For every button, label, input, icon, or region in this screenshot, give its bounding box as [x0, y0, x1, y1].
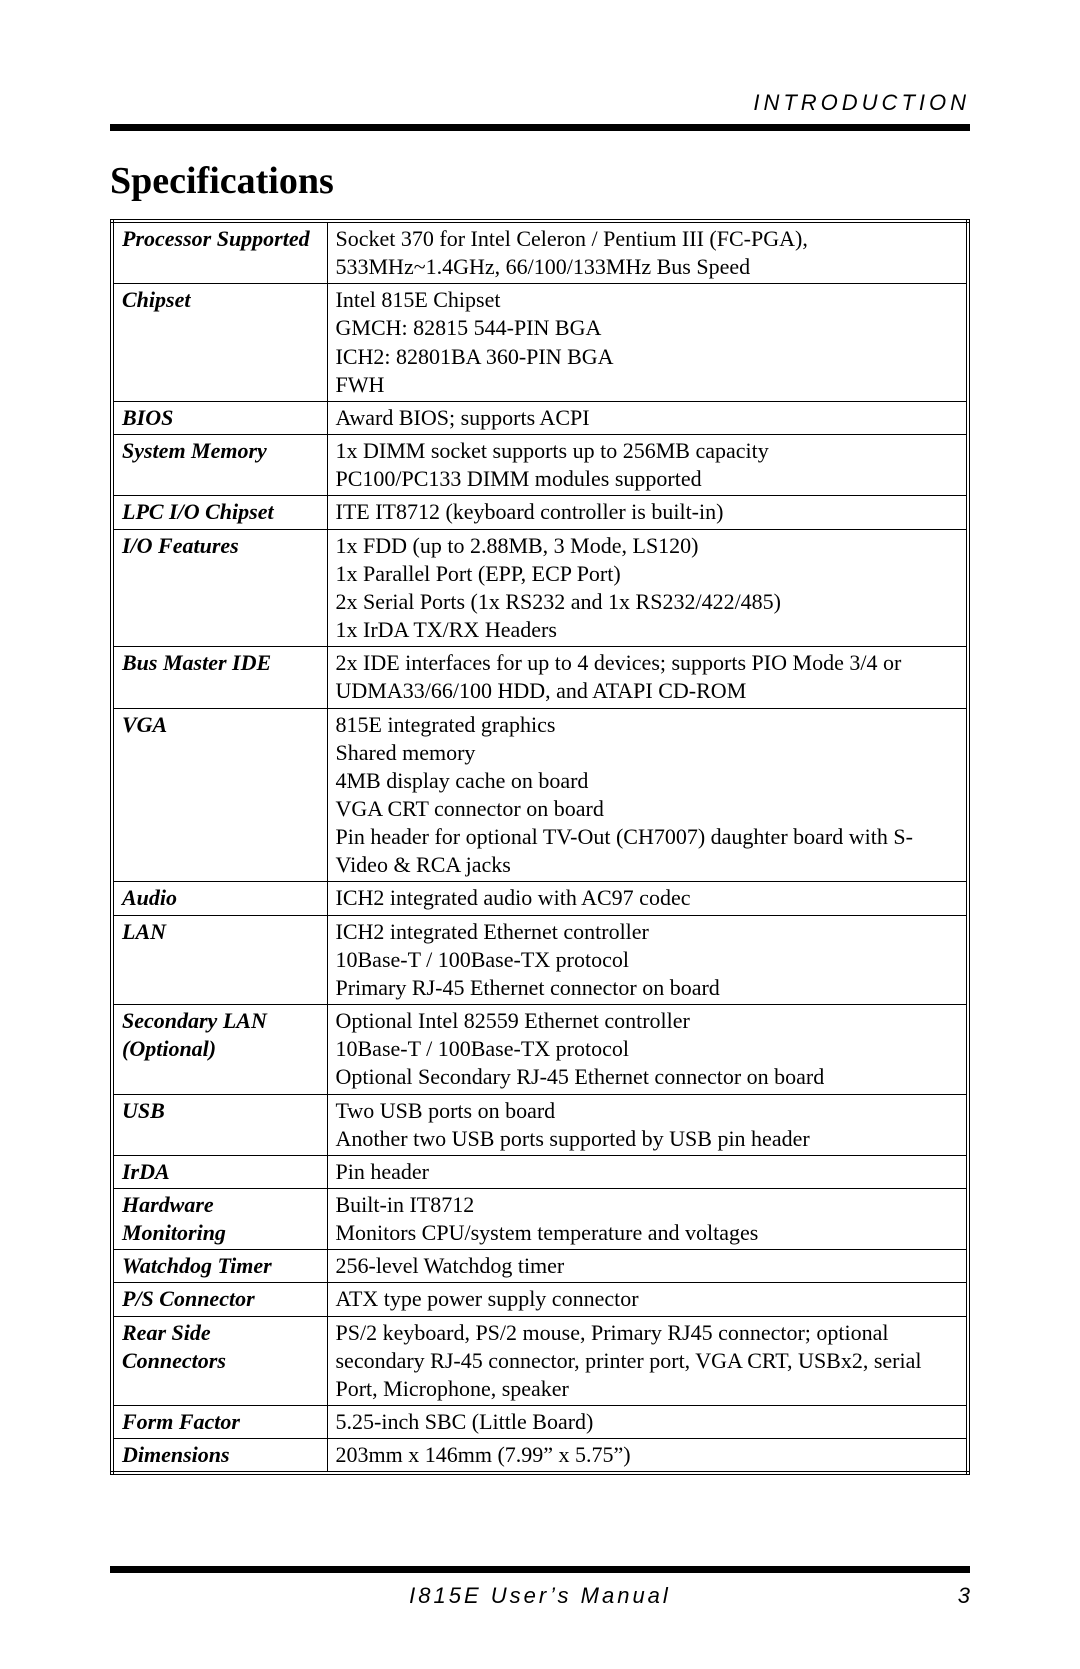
- table-row: IrDAPin header: [112, 1155, 968, 1188]
- spec-label: Chipset: [112, 284, 327, 402]
- spec-value: Socket 370 for Intel Celeron / Pentium I…: [327, 221, 968, 284]
- spec-value: Intel 815E Chipset GMCH: 82815 544-PIN B…: [327, 284, 968, 402]
- spec-label: I/O Features: [112, 529, 327, 647]
- footer-page-number: 3: [958, 1583, 970, 1609]
- spec-label: Rear Side Connectors: [112, 1316, 327, 1405]
- spec-value: Pin header: [327, 1155, 968, 1188]
- header-section-label: INTRODUCTION: [110, 90, 970, 116]
- table-row: Bus Master IDE2x IDE interfaces for up t…: [112, 647, 968, 708]
- table-row: VGA815E integrated graphics Shared memor…: [112, 708, 968, 882]
- table-row: I/O Features1x FDD (up to 2.88MB, 3 Mode…: [112, 529, 968, 647]
- table-row: BIOSAward BIOS; supports ACPI: [112, 401, 968, 434]
- spec-value: 1x DIMM socket supports up to 256MB capa…: [327, 435, 968, 496]
- spec-label: LPC I/O Chipset: [112, 496, 327, 529]
- spec-label: Watchdog Timer: [112, 1250, 327, 1283]
- spec-value: PS/2 keyboard, PS/2 mouse, Primary RJ45 …: [327, 1316, 968, 1405]
- spec-value: 203mm x 146mm (7.99” x 5.75”): [327, 1439, 968, 1474]
- table-row: ChipsetIntel 815E Chipset GMCH: 82815 54…: [112, 284, 968, 402]
- spec-label: USB: [112, 1094, 327, 1155]
- footer-rule: [110, 1566, 970, 1573]
- spec-value: 1x FDD (up to 2.88MB, 3 Mode, LS120) 1x …: [327, 529, 968, 647]
- table-row: Form Factor5.25-inch SBC (Little Board): [112, 1406, 968, 1439]
- spec-value: Award BIOS; supports ACPI: [327, 401, 968, 434]
- spec-value: ICH2 integrated audio with AC97 codec: [327, 882, 968, 915]
- table-row: Processor SupportedSocket 370 for Intel …: [112, 221, 968, 284]
- table-row: Hardware MonitoringBuilt-in IT8712 Monit…: [112, 1189, 968, 1250]
- spec-label: P/S Connector: [112, 1283, 327, 1316]
- spec-value: ATX type power supply connector: [327, 1283, 968, 1316]
- spec-label: VGA: [112, 708, 327, 882]
- table-row: Dimensions203mm x 146mm (7.99” x 5.75”): [112, 1439, 968, 1474]
- spec-label: Bus Master IDE: [112, 647, 327, 708]
- spec-value: ITE IT8712 (keyboard controller is built…: [327, 496, 968, 529]
- table-row: P/S ConnectorATX type power supply conne…: [112, 1283, 968, 1316]
- spec-value: Optional Intel 82559 Ethernet controller…: [327, 1005, 968, 1094]
- spec-label: Dimensions: [112, 1439, 327, 1474]
- spec-label: Audio: [112, 882, 327, 915]
- spec-value: 2x IDE interfaces for up to 4 devices; s…: [327, 647, 968, 708]
- spec-label: System Memory: [112, 435, 327, 496]
- table-row: USBTwo USB ports on board Another two US…: [112, 1094, 968, 1155]
- table-row: Watchdog Timer256-level Watchdog timer: [112, 1250, 968, 1283]
- spec-value: 5.25-inch SBC (Little Board): [327, 1406, 968, 1439]
- table-row: LPC I/O ChipsetITE IT8712 (keyboard cont…: [112, 496, 968, 529]
- spec-value: ICH2 integrated Ethernet controller 10Ba…: [327, 915, 968, 1004]
- spec-label: BIOS: [112, 401, 327, 434]
- table-row: Rear Side ConnectorsPS/2 keyboard, PS/2 …: [112, 1316, 968, 1405]
- spec-value: 815E integrated graphics Shared memory 4…: [327, 708, 968, 882]
- table-row: Secondary LAN (Optional)Optional Intel 8…: [112, 1005, 968, 1094]
- spec-value: Two USB ports on board Another two USB p…: [327, 1094, 968, 1155]
- table-row: System Memory1x DIMM socket supports up …: [112, 435, 968, 496]
- page-footer: I815E User’s Manual 3: [110, 1536, 970, 1609]
- footer-manual-title: I815E User’s Manual: [409, 1583, 671, 1609]
- spec-label: Hardware Monitoring: [112, 1189, 327, 1250]
- spec-value: Built-in IT8712 Monitors CPU/system temp…: [327, 1189, 968, 1250]
- spec-label: IrDA: [112, 1155, 327, 1188]
- spec-label: LAN: [112, 915, 327, 1004]
- table-row: LANICH2 integrated Ethernet controller 1…: [112, 915, 968, 1004]
- header-rule: [110, 124, 970, 131]
- spec-label: Processor Supported: [112, 221, 327, 284]
- spec-value: 256-level Watchdog timer: [327, 1250, 968, 1283]
- spec-label: Form Factor: [112, 1406, 327, 1439]
- spec-label: Secondary LAN (Optional): [112, 1005, 327, 1094]
- page-title: Specifications: [110, 159, 970, 203]
- specifications-table: Processor SupportedSocket 370 for Intel …: [110, 219, 970, 1475]
- table-row: AudioICH2 integrated audio with AC97 cod…: [112, 882, 968, 915]
- footer-line: I815E User’s Manual 3: [110, 1583, 970, 1609]
- page-container: INTRODUCTION Specifications Processor Su…: [0, 0, 1080, 1669]
